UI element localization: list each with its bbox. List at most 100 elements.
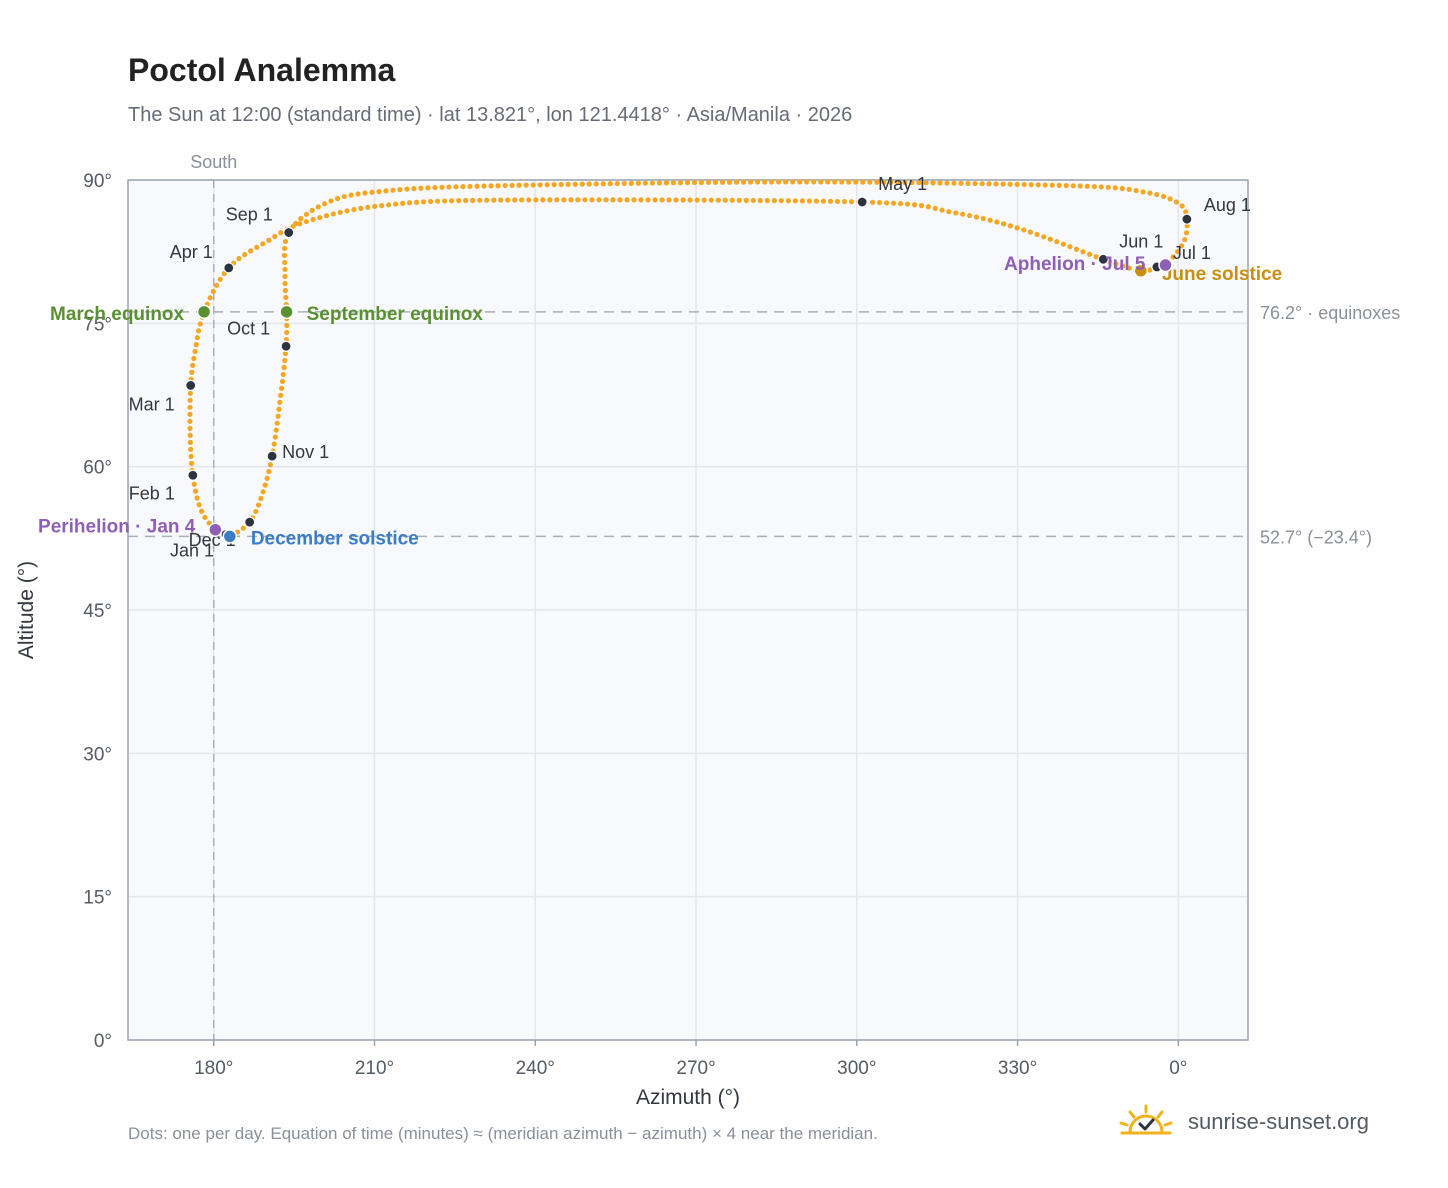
daily-sun-dot <box>192 488 199 494</box>
grid <box>128 179 1248 1041</box>
daily-sun-dot <box>1027 229 1034 235</box>
daily-sun-dot <box>512 197 518 203</box>
daily-sun-dot <box>1133 187 1139 194</box>
daily-sun-dot <box>960 211 966 217</box>
daily-sun-dot <box>262 482 268 488</box>
altitude-reference-label: 52.7° (−23.4°) <box>1260 527 1372 547</box>
daily-sun-dot <box>297 221 303 227</box>
x-tick-label: 270° <box>676 1058 715 1079</box>
daily-sun-dot <box>187 418 193 424</box>
daily-sun-dot <box>317 214 323 221</box>
daily-sun-dot <box>652 197 658 203</box>
daily-sun-dot <box>1183 209 1189 215</box>
daily-sun-dot <box>589 197 595 203</box>
daily-sun-dot <box>958 180 964 186</box>
month-marker <box>856 196 868 208</box>
plot-frame <box>127 179 1249 1041</box>
y-tick-label: 60° <box>83 458 112 479</box>
daily-sun-dot <box>188 453 194 460</box>
daily-sun-dot <box>435 198 441 204</box>
daily-sun-dot <box>993 181 999 187</box>
y-tick-label: 30° <box>83 744 112 765</box>
daily-sun-dot <box>467 183 473 190</box>
daily-sun-dot <box>281 252 288 259</box>
event-marker <box>222 529 238 544</box>
daily-sun-dot <box>369 189 375 195</box>
daily-sun-dot <box>194 335 200 341</box>
daily-sun-dot <box>994 219 1000 225</box>
daily-sun-dot <box>282 287 288 294</box>
daily-sun-dot <box>659 197 665 203</box>
month-marker-label: Mar 1 <box>129 394 175 414</box>
daily-sun-dot <box>428 198 434 205</box>
daily-sun-dot <box>1001 221 1007 227</box>
daily-sun-dot <box>747 179 754 185</box>
month-marker-label: Jun 1 <box>1119 231 1163 251</box>
event-marker <box>208 522 223 537</box>
daily-sun-dot <box>383 188 389 194</box>
daily-sun-dot <box>701 197 707 203</box>
daily-sun-dot <box>750 197 756 204</box>
chart-subtitle: The Sun at 12:00 (standard time) · lat 1… <box>128 104 853 126</box>
daily-sun-dot <box>628 180 634 186</box>
daily-sun-dot <box>260 241 266 247</box>
daily-sun-dot <box>953 210 959 216</box>
daily-sun-dot <box>393 201 399 207</box>
month-marker <box>185 379 197 392</box>
daily-sun-dot <box>1112 185 1118 191</box>
daily-sun-dot <box>282 266 288 273</box>
daily-sun-dot <box>1105 184 1111 190</box>
daily-sun-dot <box>282 280 288 287</box>
daily-sun-dot <box>909 180 915 186</box>
daily-sun-dot <box>348 192 354 198</box>
daily-sun-dot <box>282 357 288 364</box>
month-marker <box>266 450 278 462</box>
event-label: Perihelion · Jan 4 <box>38 517 196 538</box>
daily-sun-dot <box>1000 181 1006 187</box>
daily-sun-dot <box>972 180 978 187</box>
daily-sun-dot <box>1126 265 1132 271</box>
daily-sun-dot <box>757 197 763 204</box>
daily-sun-dot <box>684 180 691 186</box>
event-marker <box>1133 263 1149 279</box>
daily-sun-dot <box>488 183 494 189</box>
daily-sun-dot <box>481 183 487 189</box>
daily-sun-dot <box>376 188 382 195</box>
daily-sun-dot <box>890 200 897 206</box>
month-marker-label: Jan 1 <box>170 541 214 561</box>
x-tick-label: 330° <box>998 1058 1037 1079</box>
axes: 180° 210° 240° 270° 300° 330° 0° 0° 15° 30° 45° 60°… <box>83 171 1187 1079</box>
daily-sun-dot <box>187 390 193 396</box>
daily-sun-dot <box>390 187 396 193</box>
month-marker-label: May 1 <box>878 174 927 194</box>
daily-sun-dot <box>691 179 698 186</box>
daily-sun-dot <box>210 288 216 295</box>
daily-sun-dot <box>266 237 272 243</box>
daily-sun-dot <box>425 185 431 191</box>
daily-sun-dot <box>453 184 459 190</box>
daily-sun-dot <box>282 245 288 252</box>
daily-sun-dot <box>979 181 985 187</box>
daily-sun-dot <box>911 202 918 208</box>
daily-sun-dot <box>274 420 280 426</box>
daily-sun-dot <box>1174 248 1181 255</box>
daily-sun-dot <box>404 186 410 192</box>
daily-sun-dot <box>281 364 287 371</box>
x-tick-label: 300° <box>837 1058 876 1079</box>
daily-sun-dot <box>277 399 283 405</box>
daily-sun-dot <box>187 425 193 431</box>
daily-sun-dot <box>743 197 749 203</box>
x-tick-label: 210° <box>355 1058 394 1079</box>
daily-sun-dot <box>895 179 901 186</box>
daily-sun-dot <box>282 238 289 245</box>
brand[interactable]: sunrise-sunset.org <box>1118 1102 1369 1142</box>
daily-sun-dot <box>242 252 248 258</box>
daily-sun-dot <box>379 202 385 209</box>
daily-sun-dot <box>818 179 824 185</box>
daily-sun-dot <box>190 362 196 368</box>
daily-sun-dot <box>526 197 532 203</box>
daily-sun-dot <box>191 481 197 487</box>
daily-sun-dot <box>558 181 564 188</box>
daily-sun-dot <box>790 179 796 185</box>
daily-sun-dot <box>1080 249 1086 255</box>
